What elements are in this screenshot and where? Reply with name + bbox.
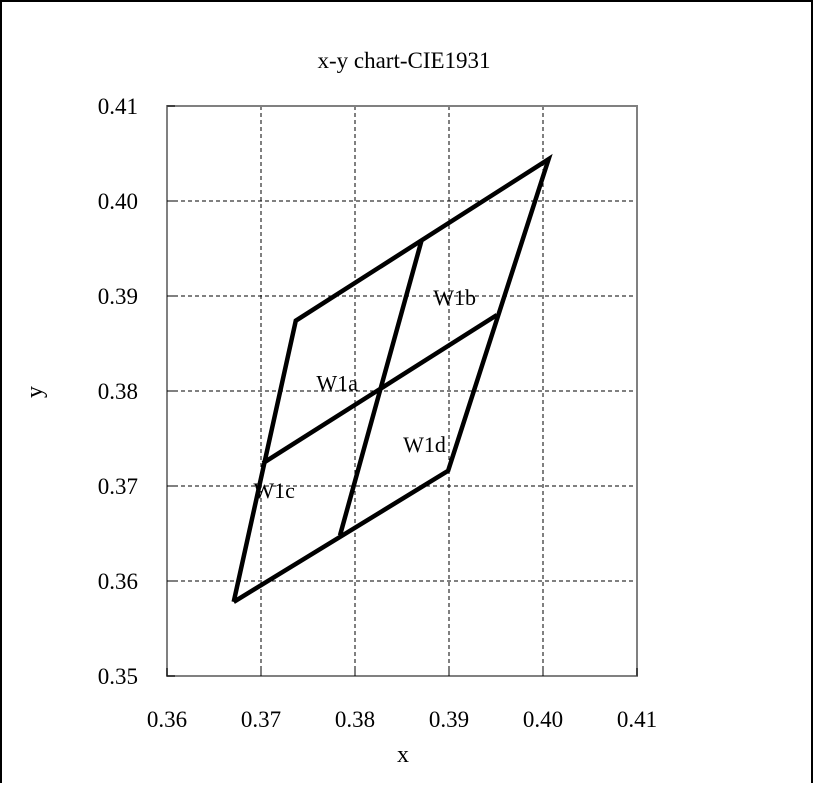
series-outline [231,153,553,604]
y-tick-label: 0.40 [98,189,138,214]
y-tick-labels: 0.35 0.36 0.37 0.38 0.39 0.40 0.41 [98,94,138,689]
y-tick-label: 0.37 [98,474,138,499]
region-label: W1c [253,478,295,503]
y-tick-label: 0.36 [98,569,138,594]
x-tick-label: 0.36 [147,707,187,732]
region-label: W1b [433,285,476,310]
region-labels: W1a W1b W1c W1d [253,285,476,503]
y-tick-label: 0.38 [98,379,138,404]
x-tick-label: 0.38 [335,707,375,732]
y-tick-label: 0.39 [98,284,138,309]
tick-marks [166,105,638,677]
region-label: W1d [403,432,446,457]
series-divider [337,239,424,536]
x-tick-labels: 0.36 0.37 0.38 0.39 0.40 0.41 [147,707,657,732]
x-tick-label: 0.37 [241,707,281,732]
grid [167,106,637,676]
y-axis-label: y [22,386,48,398]
x-axis-label: x [397,742,409,768]
y-tick-label: 0.41 [98,94,138,119]
series-group [231,153,553,604]
y-tick-label: 0.35 [98,664,138,689]
x-tick-label: 0.40 [523,707,563,732]
chart-title: x-y chart-CIE1931 [317,48,490,73]
region-label: W1a [316,370,358,395]
x-tick-label: 0.41 [617,707,657,732]
x-tick-label: 0.39 [429,707,469,732]
